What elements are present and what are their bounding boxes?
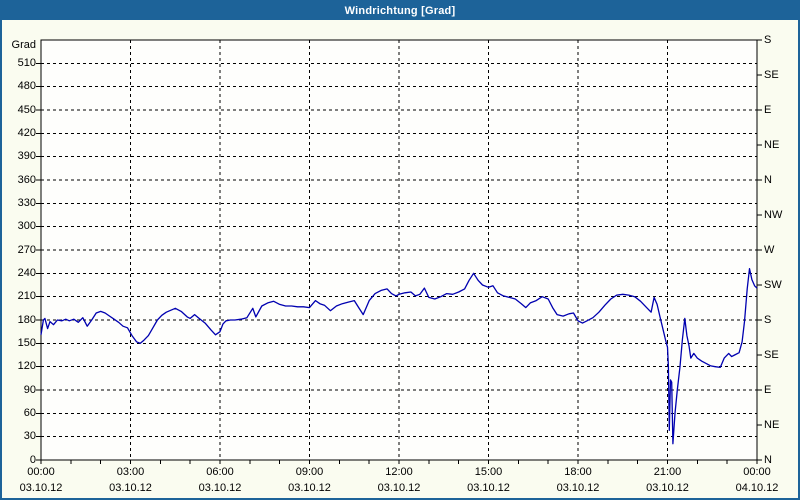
y-left-label: 510 [17,56,36,69]
x-time-label: 09:00 [295,466,324,478]
y-right-label: W [764,243,775,256]
y-left-label: 120 [17,360,36,373]
y-left-label: 300 [17,220,36,233]
x-date-label: 03.10.12 [288,482,331,494]
x-date-label: 03.10.12 [109,482,152,494]
window-title: Windrichtung [Grad] [344,5,456,17]
y-right-label: N [764,173,772,186]
y-right-label: E [764,103,772,116]
y-axis-title: Grad [11,39,36,51]
y-right-label: NE [764,138,780,151]
x-time-label: 00:00 [27,466,55,478]
y-left-label: 180 [17,313,36,326]
y-right-label: NE [764,418,780,431]
x-time-label: 18:00 [564,466,592,478]
y-right-label: E [764,383,772,396]
x-time-label: 15:00 [474,466,503,478]
x-time-label: 00:00 [743,466,771,478]
x-date-label: 03.10.12 [19,482,63,494]
data-line-windrichtung [40,268,758,445]
y-left-label: 420 [17,126,36,139]
y-left-label: 360 [17,173,36,186]
y-right-label: S [764,313,772,326]
y-right-label: N [764,453,772,466]
x-time-label: 03:00 [116,466,145,478]
x-date-label: 03.10.12 [467,482,510,494]
y-left-label: 150 [17,336,36,349]
y-left-label: 330 [17,196,36,209]
x-date-label: 03.10.12 [646,482,689,494]
y-left-label: 450 [17,103,36,116]
x-date-label: 04.10.12 [735,482,779,494]
title-bar: Windrichtung [Grad] [2,2,798,20]
y-left-label: 210 [17,290,36,303]
y-right-label: SE [764,348,779,361]
x-date-label: 03.10.12 [556,482,600,494]
y-left-label: 90 [23,383,36,396]
y-left-label: 30 [23,430,36,443]
y-right-label: NW [764,208,783,221]
x-time-label: 12:00 [385,466,413,478]
y-left-label: 270 [17,243,36,256]
y-right-label: SE [764,68,779,81]
x-time-label: 06:00 [206,466,234,478]
wind-direction-chart [36,39,762,464]
y-left-label: 240 [17,266,36,279]
x-date-label: 03.10.12 [377,482,421,494]
y-right-label: SW [764,278,782,291]
x-date-label: 03.10.12 [198,482,242,494]
y-left-label: 60 [23,406,36,419]
x-time-label: 21:00 [653,466,682,478]
y-right-label: S [764,33,772,46]
y-left-label: 390 [17,150,36,163]
chart-area: Grad 0 30 60 90 120 150 180 210 240 270 300 330 360 3… [2,20,798,498]
y-left-label: 480 [17,80,36,93]
y-left-label: 0 [29,453,36,466]
